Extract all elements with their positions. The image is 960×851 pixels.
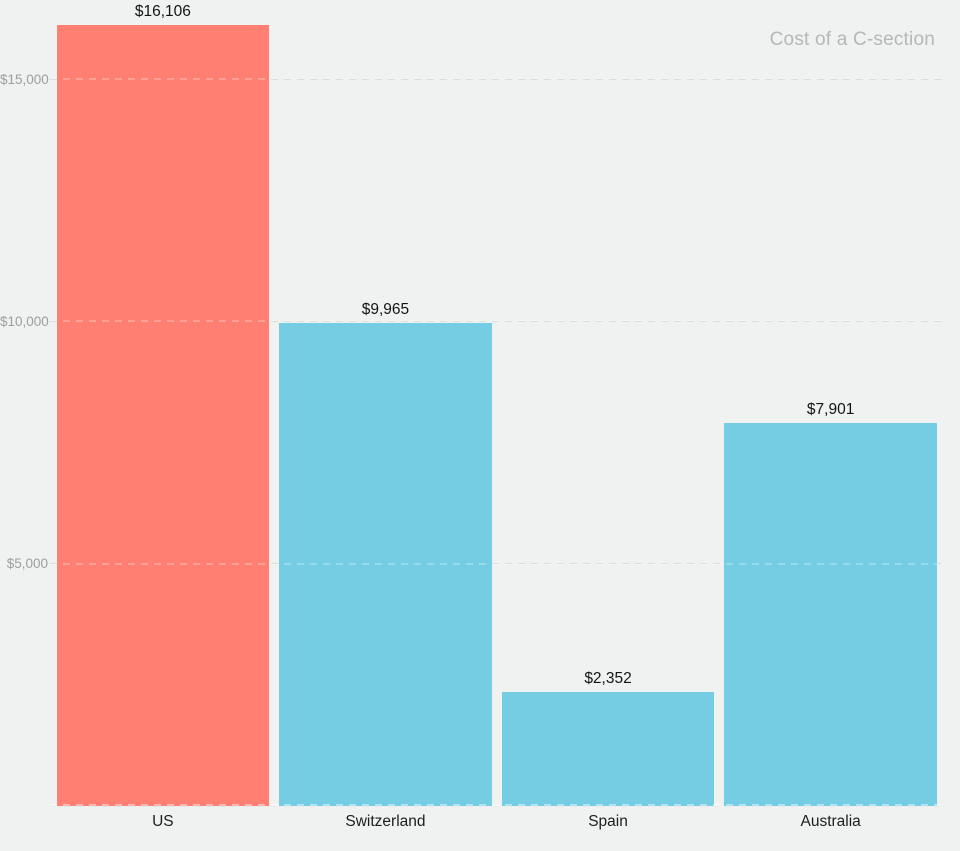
bar-us xyxy=(56,25,270,806)
bar-value-label-us: $16,106 xyxy=(134,3,191,21)
x-axis-baseline xyxy=(50,805,947,807)
x-axis-category-label-switzerland: Switzerland xyxy=(345,813,426,830)
bar-value-label-switzerland: $9,965 xyxy=(361,301,410,319)
bar-value-label-australia: $7,901 xyxy=(806,401,855,419)
chart-title: Cost of a C-section xyxy=(769,29,935,50)
y-axis-tick-label: $10,000 xyxy=(0,313,49,329)
gridline-10000 xyxy=(50,320,947,323)
x-axis-category-label-australia: Australia xyxy=(800,813,861,830)
y-axis-tick-label: $5,000 xyxy=(6,556,48,572)
x-axis-category-label-us: US xyxy=(152,813,174,830)
bar-spain xyxy=(501,692,715,806)
x-axis-baseline-overlay xyxy=(50,803,947,807)
y-axis-tick-label: $15,000 xyxy=(0,71,49,87)
gridline-overlay-5000 xyxy=(50,562,947,565)
gridline-15000 xyxy=(50,78,947,80)
gridline-overlay-15000 xyxy=(50,78,947,80)
x-axis-category-label-spain: Spain xyxy=(588,813,628,830)
gridline-overlay-10000 xyxy=(50,320,947,323)
bar-australia xyxy=(724,423,937,806)
bar-value-label-spain: $2,352 xyxy=(584,670,632,687)
bar-switzerland xyxy=(279,323,492,806)
gridline-5000 xyxy=(50,562,947,565)
